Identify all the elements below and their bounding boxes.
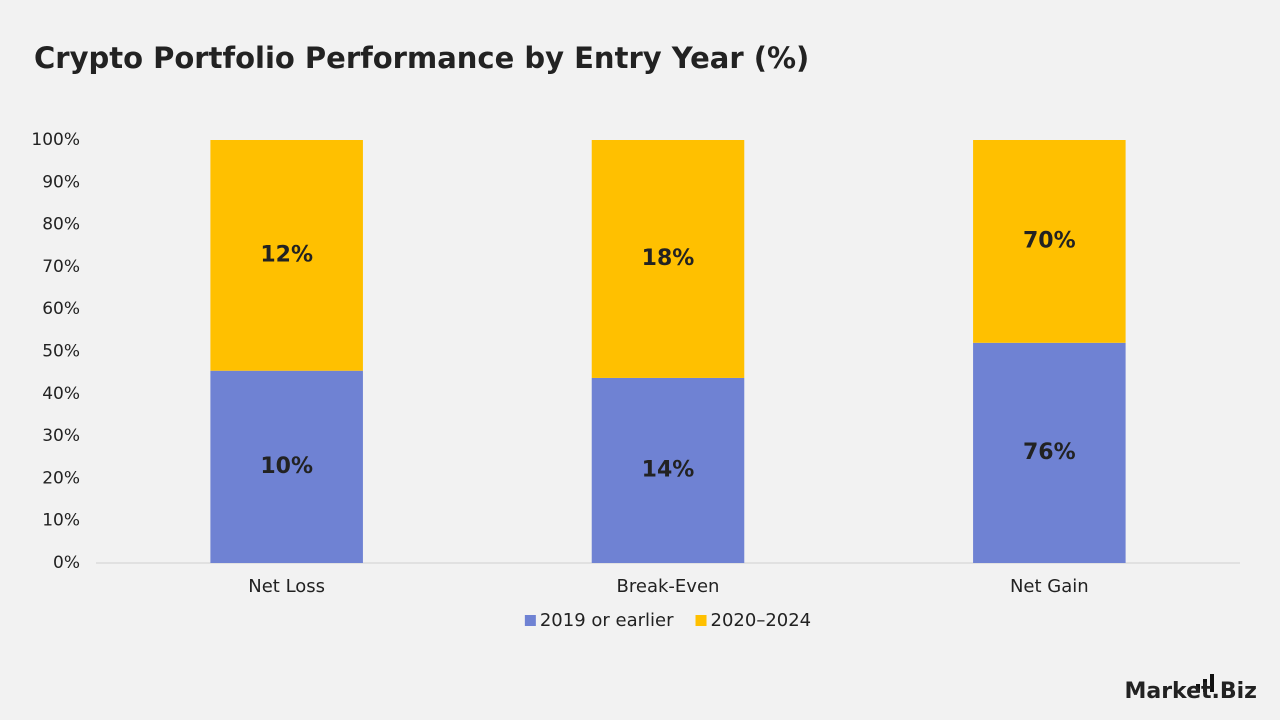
- data-label: 14%: [642, 457, 695, 482]
- y-tick-label: 70%: [42, 257, 80, 277]
- data-label: 18%: [642, 246, 695, 271]
- y-tick-label: 100%: [31, 130, 80, 150]
- data-label: 70%: [1023, 228, 1076, 253]
- bar-segment: [210, 140, 363, 371]
- y-tick-label: 20%: [42, 468, 80, 488]
- data-label: 76%: [1023, 440, 1076, 465]
- x-tick-label: Break-Even: [617, 576, 720, 597]
- bar-segment: [973, 140, 1126, 343]
- brand-logo: Market.Biz: [1124, 679, 1257, 704]
- data-label: 10%: [260, 454, 313, 479]
- bar-segment: [210, 370, 363, 563]
- legend-swatch: [695, 615, 707, 626]
- y-tick-label: 40%: [42, 384, 80, 404]
- y-tick-label: 30%: [42, 426, 80, 446]
- bar-segment: [591, 140, 745, 378]
- y-tick-label: 60%: [42, 299, 80, 319]
- x-tick-label: Net Gain: [1010, 576, 1089, 597]
- legend-label: 2019 or earlier: [540, 610, 674, 631]
- brand-icon: [1196, 674, 1214, 692]
- legend-swatch: [524, 615, 536, 626]
- y-tick-label: 90%: [42, 172, 80, 192]
- y-tick-label: 0%: [53, 553, 80, 573]
- bar-segment: [591, 377, 745, 563]
- x-tick-label: Net Loss: [248, 576, 325, 597]
- bar-segment: [973, 342, 1126, 563]
- data-label: 12%: [260, 242, 313, 267]
- y-tick-label: 80%: [42, 215, 80, 235]
- chart-title: Crypto Portfolio Performance by Entry Ye…: [34, 41, 809, 75]
- legend-label: 2020–2024: [711, 610, 812, 631]
- y-tick-label: 50%: [42, 342, 80, 362]
- y-tick-label: 10%: [42, 511, 80, 531]
